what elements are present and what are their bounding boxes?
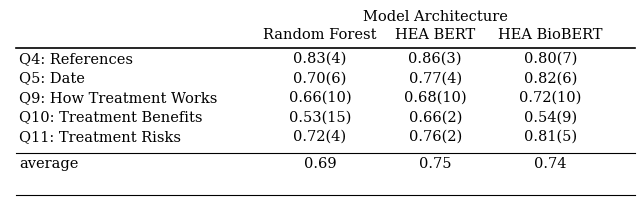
- Text: Q10: Treatment Benefits: Q10: Treatment Benefits: [19, 111, 203, 125]
- Text: 0.68(10): 0.68(10): [404, 91, 467, 105]
- Text: 0.72(10): 0.72(10): [519, 91, 582, 105]
- Text: 0.74: 0.74: [534, 157, 566, 171]
- Text: 0.81(5): 0.81(5): [524, 130, 577, 144]
- Text: 0.76(2): 0.76(2): [408, 130, 462, 144]
- Text: Q9: How Treatment Works: Q9: How Treatment Works: [19, 91, 218, 105]
- Text: Q11: Treatment Risks: Q11: Treatment Risks: [19, 130, 181, 144]
- Text: 0.77(4): 0.77(4): [408, 71, 462, 85]
- Text: 0.72(4): 0.72(4): [293, 130, 347, 144]
- Text: 0.66(10): 0.66(10): [289, 91, 351, 105]
- Text: average: average: [19, 157, 79, 171]
- Text: Random Forest: Random Forest: [263, 28, 377, 42]
- Text: HEA BioBERT: HEA BioBERT: [498, 28, 603, 42]
- Text: 0.83(4): 0.83(4): [293, 52, 347, 66]
- Text: Model Architecture: Model Architecture: [363, 10, 508, 24]
- Text: 0.53(15): 0.53(15): [289, 111, 351, 125]
- Text: 0.75: 0.75: [419, 157, 451, 171]
- Text: 0.82(6): 0.82(6): [524, 71, 577, 85]
- Text: 0.86(3): 0.86(3): [408, 52, 462, 66]
- Text: 0.66(2): 0.66(2): [408, 111, 462, 125]
- Text: HEA BERT: HEA BERT: [395, 28, 476, 42]
- Text: 0.69: 0.69: [304, 157, 336, 171]
- Text: Q5: Date: Q5: Date: [19, 71, 85, 85]
- Text: 0.80(7): 0.80(7): [524, 52, 577, 66]
- Text: 0.54(9): 0.54(9): [524, 111, 577, 125]
- Text: 0.70(6): 0.70(6): [293, 71, 347, 85]
- Text: Q4: References: Q4: References: [19, 52, 133, 66]
